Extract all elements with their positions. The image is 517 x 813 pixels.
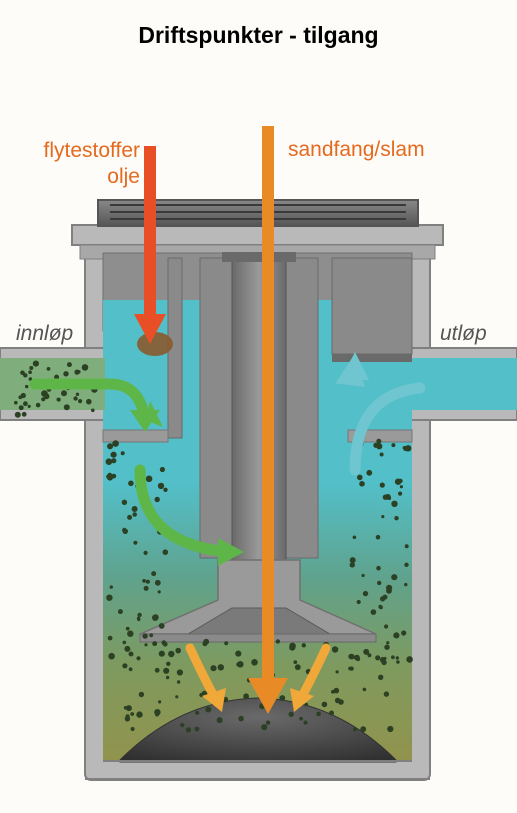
diagram bbox=[0, 0, 517, 813]
outlet-pipe bbox=[410, 348, 517, 420]
oil-spot bbox=[137, 332, 173, 356]
cavity-floor bbox=[103, 760, 412, 762]
tank-base-line bbox=[85, 778, 430, 780]
